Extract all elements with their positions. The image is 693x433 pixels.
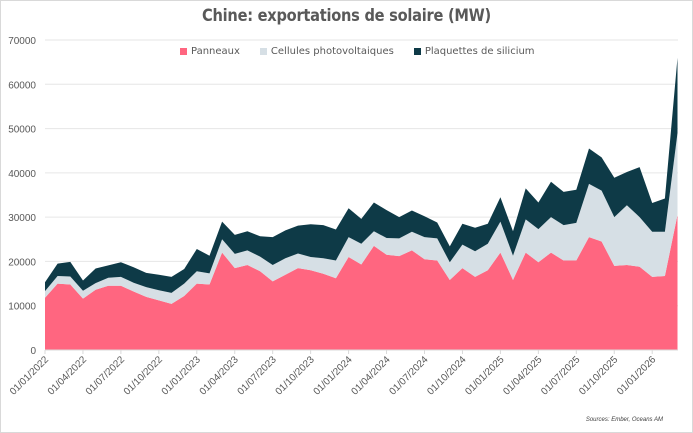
x-tick-label: 01/04/2023 [198, 354, 241, 397]
area-series [45, 214, 678, 350]
y-tick-label: 10000 [8, 302, 36, 313]
x-tick-label: 01/10/2024 [425, 354, 468, 397]
x-tick-label: 01/04/2025 [501, 354, 544, 397]
y-tick-label: 30000 [8, 213, 36, 224]
y-tick-label: 60000 [8, 80, 36, 91]
y-tick-label: 20000 [8, 257, 36, 268]
y-tick-label: 0 [30, 346, 36, 357]
y-tick-label: 40000 [8, 169, 36, 180]
x-tick-label: 01/10/2023 [274, 354, 317, 397]
stacked-areas [45, 57, 678, 350]
area-series [45, 133, 678, 304]
legend-label: Panneaux [191, 46, 240, 57]
area-series [45, 57, 678, 293]
legend-item-panneaux: Panneaux [180, 46, 240, 57]
x-tick-label: 01/01/2022 [8, 354, 51, 397]
x-tick-label: 01/10/2025 [577, 354, 620, 397]
legend-item-cellules: Cellules photovoltaiques [259, 46, 394, 57]
x-tick-label: 01/01/2023 [160, 354, 203, 397]
y-axis: 0 10000 20000 30000 40000 50000 60000 70000 [8, 36, 36, 357]
chart-title: Chine: exportations de solaire (MW) [202, 6, 491, 26]
source-note: Sources: Ember, Oceans AM [585, 417, 663, 423]
y-tick-label: 70000 [8, 36, 36, 47]
x-tick-label: 01/07/2025 [539, 354, 582, 397]
legend-swatch-icon [413, 48, 421, 55]
x-tick-label: 01/07/2024 [387, 354, 430, 397]
x-tick-label: 01/01/2026 [615, 354, 658, 397]
legend-swatch-icon [180, 48, 187, 55]
x-tick-label: 01/07/2023 [236, 354, 279, 397]
x-tick-label: 01/07/2022 [84, 354, 127, 397]
y-tick-label: 50000 [8, 125, 36, 136]
x-axis: 01/01/202201/04/202201/07/202201/10/2022… [8, 349, 678, 398]
legend: Panneaux Cellules photovoltaiques Plaque… [180, 46, 535, 57]
x-tick-label: 01/01/2025 [463, 354, 506, 397]
x-tick-label: 01/10/2022 [122, 354, 165, 397]
x-tick-label: 01/04/2024 [349, 354, 392, 397]
legend-label: Plaquettes de silicium [424, 46, 535, 57]
x-tick-label: 01/04/2022 [46, 354, 89, 397]
legend-swatch-icon [259, 48, 267, 55]
legend-item-plaquettes: Plaquettes de silicium [413, 46, 535, 57]
legend-label: Cellules photovoltaiques [270, 46, 394, 57]
x-tick-label: 01/01/2024 [312, 354, 355, 397]
